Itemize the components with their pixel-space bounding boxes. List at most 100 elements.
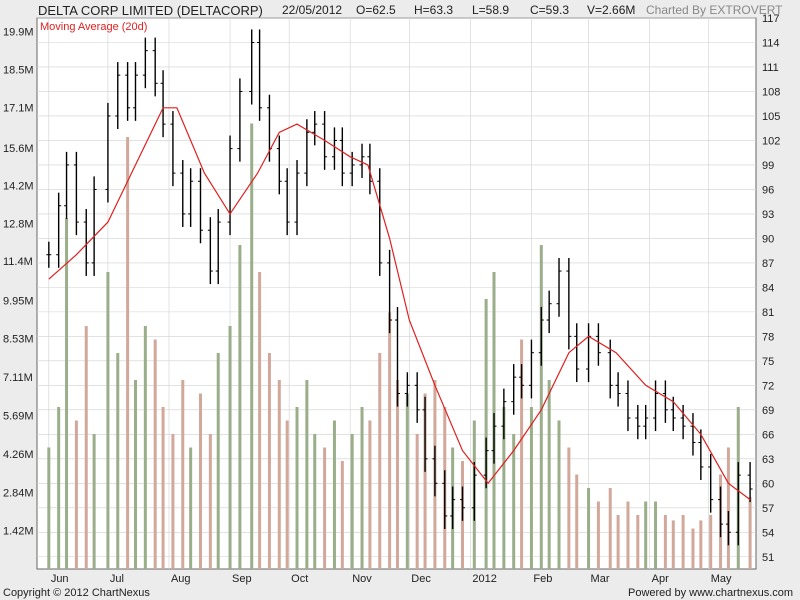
price-bar	[680, 404, 686, 440]
volume-bar	[502, 407, 506, 569]
volume-bar	[395, 380, 399, 569]
volume-bar	[340, 461, 344, 569]
price-bar	[471, 462, 477, 521]
price-bar	[404, 372, 410, 407]
volume-bar	[415, 434, 419, 569]
price-bar	[125, 62, 131, 121]
open-value: O=62.5	[356, 3, 396, 17]
price-bar	[132, 62, 138, 121]
low-value: L=58.9	[472, 3, 510, 17]
volume-bar	[748, 497, 752, 569]
volume-bar	[305, 380, 309, 569]
volume-tick-label: 18.5M	[3, 65, 34, 77]
price-volume-chart: 117 114 111 108 105 102 99 96 93 90 87 84 81 78 75 72 69…	[3, 13, 780, 585]
x-tick-label: Jun	[51, 573, 69, 585]
price-tick-label: 54	[762, 527, 774, 539]
volume-tick-label: 17.1M	[3, 102, 34, 114]
price-bar	[377, 168, 383, 276]
price-bar	[422, 396, 428, 472]
volume-bar	[92, 434, 96, 569]
volume-bar	[636, 515, 640, 569]
chart-title: DELTA CORP LIMITED (DELTACORP)	[38, 3, 263, 18]
volume-tick-label: 11.4M	[3, 256, 33, 268]
price-bar	[331, 127, 337, 170]
volume-bar	[699, 520, 703, 569]
x-tick-label: Aug	[171, 573, 191, 585]
volume-bar	[539, 245, 543, 569]
price-bar	[450, 486, 456, 530]
price-bar	[519, 364, 525, 399]
volume-tick-label: 4.26M	[3, 449, 34, 461]
price-bar	[197, 168, 203, 244]
copyright-text: Copyright © 2012 ChartNexus	[3, 587, 150, 599]
volume-bar	[587, 488, 591, 569]
price-bar	[339, 127, 345, 187]
volume-bar	[520, 339, 524, 569]
volume-bar	[250, 123, 254, 569]
x-axis: Jun Jul Aug Sep Oct Nov Dec 2012 Feb Mar Apr May	[51, 573, 732, 585]
price-bar	[359, 143, 365, 178]
volume-bar	[378, 353, 382, 569]
volume-tick-label: 12.8M	[3, 218, 34, 230]
price-bar	[284, 168, 290, 236]
volume-tick-label: 9.95M	[3, 295, 34, 307]
volume-bar	[332, 420, 336, 569]
x-tick-label: Dec	[411, 573, 431, 585]
price-bar	[237, 78, 243, 162]
volume-bar	[171, 434, 175, 569]
price-bar	[442, 470, 448, 530]
price-bar	[615, 372, 621, 407]
price-tick-label: 78	[762, 331, 774, 343]
price-bar	[312, 111, 318, 146]
price-bar	[152, 37, 158, 97]
volume-bar	[557, 420, 561, 569]
price-bar	[698, 429, 704, 481]
price-tick-label: 63	[762, 454, 774, 466]
chart-credit: Charted By EXTROVERT	[646, 3, 783, 17]
volume-tick-label: 15.6M	[3, 143, 34, 155]
x-tick-label: Feb	[533, 573, 552, 585]
price-axis: 117 114 111 108 105 102 99 96 93 90 87 84 81 78 75 72 69…	[762, 13, 780, 564]
price-tick-label: 75	[762, 356, 774, 368]
volume-bar	[65, 218, 69, 569]
volume-axis: 19.9M 18.5M 17.1M 15.6M 14.2M 12.8M 11.4M 9.95M…	[3, 27, 34, 538]
grid	[37, 17, 756, 569]
price-bar	[459, 486, 465, 521]
price-tick-label: 102	[762, 135, 780, 147]
volume-tick-label: 14.2M	[3, 181, 34, 193]
price-bar	[662, 380, 668, 423]
volume-bar	[143, 326, 147, 569]
price-bar	[46, 241, 52, 268]
volume-bar	[161, 407, 165, 569]
volume-bar	[116, 353, 120, 569]
price-tick-label: 51	[762, 552, 774, 564]
price-bar	[142, 37, 148, 89]
volume-bar	[126, 137, 130, 569]
x-tick-label: 2012	[472, 573, 496, 585]
close-value: C=59.3	[530, 3, 570, 17]
volume-bar	[626, 501, 630, 569]
x-tick-label: Oct	[291, 573, 308, 585]
volume-bar	[350, 434, 354, 569]
volume-bar	[663, 515, 667, 569]
volume-bar	[484, 299, 488, 569]
price-bar	[170, 111, 176, 187]
price-bars	[46, 29, 753, 546]
volume-bar	[360, 407, 364, 569]
volume-bar	[368, 420, 372, 569]
price-bar	[294, 160, 300, 236]
price-tick-label: 72	[762, 380, 774, 392]
price-bar	[432, 445, 438, 497]
x-tick-label: Mar	[591, 573, 610, 585]
price-bar	[394, 306, 400, 407]
x-tick-label: Nov	[352, 573, 372, 585]
volume-tick-label: 8.53M	[3, 334, 34, 346]
price-bar	[483, 437, 489, 489]
volume-bar	[709, 515, 713, 569]
volume-bar	[575, 474, 579, 569]
price-bar	[105, 102, 111, 203]
price-tick-label: 96	[762, 184, 774, 196]
volume-bar	[258, 272, 262, 569]
price-bar	[747, 462, 753, 503]
volume-bar	[654, 501, 658, 569]
